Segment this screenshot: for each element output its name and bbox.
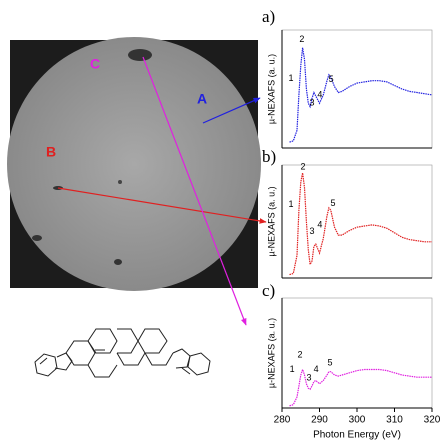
spot	[32, 235, 42, 241]
peak-label: 5	[327, 357, 332, 367]
figure: A B C a)µ-NEXAFS (a. u.)12345b)µ-NEXAFS …	[0, 0, 444, 442]
peak-label: 5	[329, 74, 334, 84]
peak-label: 1	[290, 364, 295, 374]
region-label: C	[90, 56, 100, 72]
peak-label: 1	[288, 73, 293, 83]
y-axis-label: µ-NEXAFS (a. u.)	[266, 318, 276, 388]
peak-label: 2	[297, 350, 302, 360]
x-tick-label: 320	[424, 415, 441, 426]
plot-frame	[282, 298, 432, 408]
peak-label: 4	[317, 219, 322, 229]
micrograph-field	[7, 37, 261, 291]
y-axis-label: µ-NEXAFS (a. u.)	[266, 54, 276, 124]
peak-label: 4	[314, 364, 319, 374]
peak-label: 5	[330, 198, 335, 208]
spectrum-line	[290, 48, 433, 142]
panel-label: c)	[262, 281, 275, 300]
y-axis-label: µ-NEXAFS (a. u.)	[266, 186, 276, 256]
peak-label: 2	[299, 34, 304, 44]
region-label: B	[46, 144, 56, 160]
x-axis-label: Photon Energy (eV)	[313, 430, 401, 441]
peak-label: 2	[300, 162, 305, 172]
peak-label: 4	[317, 89, 322, 99]
plot-frame	[282, 165, 432, 278]
spectrum-line	[290, 173, 433, 275]
molecule	[35, 329, 210, 377]
panel-label: b)	[262, 147, 276, 166]
x-tick-label: 300	[349, 415, 366, 426]
region-label: A	[197, 91, 207, 107]
spot	[114, 259, 122, 265]
x-tick-label: 290	[311, 415, 328, 426]
peak-label: 3	[309, 226, 314, 236]
spot	[128, 49, 152, 61]
x-tick-label: 310	[386, 415, 403, 426]
plot-frame	[282, 30, 432, 148]
peak-label: 3	[306, 373, 311, 383]
peak-label: 1	[288, 199, 293, 209]
x-tick-label: 280	[274, 415, 291, 426]
spot	[118, 180, 122, 184]
panel-label: a)	[262, 7, 275, 26]
peak-label: 3	[309, 98, 314, 108]
micrograph	[7, 37, 261, 291]
